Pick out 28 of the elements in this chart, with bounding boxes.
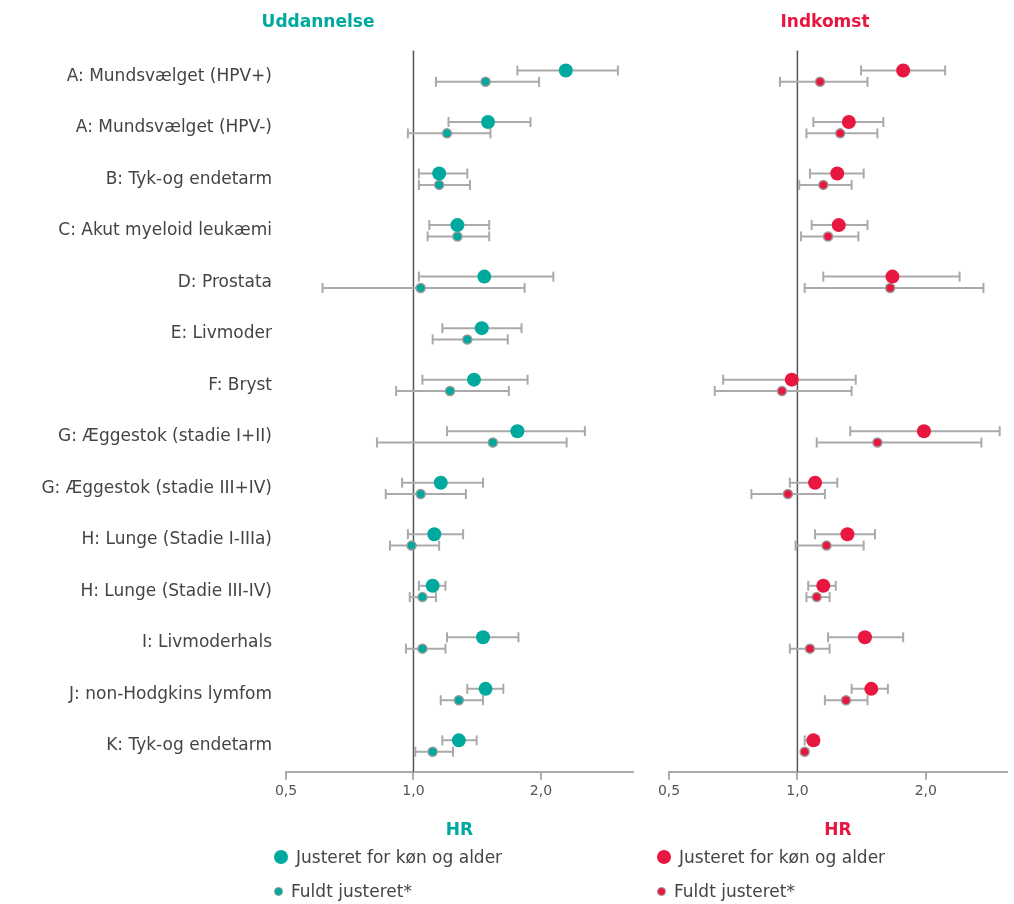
y-tick-label: G: Æggestok (stadie I+II): [58, 425, 272, 446]
legend-label: Fuldt justeret*: [674, 881, 795, 901]
y-tick-label: K: Tyk-og endetarm: [106, 734, 272, 755]
y-tick-label: D: Prostata: [177, 270, 272, 291]
chart-title: Indkomst: [780, 10, 870, 31]
legend-label: Justeret for køn og alder: [679, 847, 886, 867]
y-tick-label: H: Lunge (Stadie III-IV): [80, 579, 272, 600]
y-tick-label: C: Akut myeloid leukæmi: [58, 219, 272, 240]
y-tick-label: E: Livmoder: [170, 322, 273, 343]
x-tick-label: 2,0: [914, 781, 937, 798]
legend-label: Fuldt justeret*: [291, 881, 412, 901]
x-axis-title: HR: [445, 819, 474, 840]
y-tick-label: F: Bryst: [208, 373, 273, 394]
x-tick-label: 1,0: [402, 781, 425, 798]
y-tick-label: B: Tyk-og endetarm: [105, 167, 272, 188]
x-axis-title: HR: [824, 819, 852, 840]
x-tick-label: 1,0: [786, 781, 809, 798]
chart-title: Uddannelse: [261, 10, 375, 31]
x-tick-label: 0,5: [274, 781, 298, 798]
y-tick-label: A: Mundsvælget (HPV-): [75, 116, 272, 137]
legend-label: Justeret for køn og alder: [296, 847, 503, 867]
y-tick-label: J: non-Hodgkins lymfom: [68, 682, 272, 703]
x-tick-label: 2,0: [529, 781, 553, 798]
y-tick-label: I: Livmoderhals: [141, 631, 273, 652]
y-tick-label: H: Lunge (Stadie I-IIIa): [81, 528, 272, 549]
x-tick-label: 0,5: [657, 781, 681, 798]
y-tick-label: G: Æggestok (stadie III+IV): [41, 476, 272, 497]
y-tick-label: A: Mundsvælget (HPV+): [66, 64, 272, 85]
